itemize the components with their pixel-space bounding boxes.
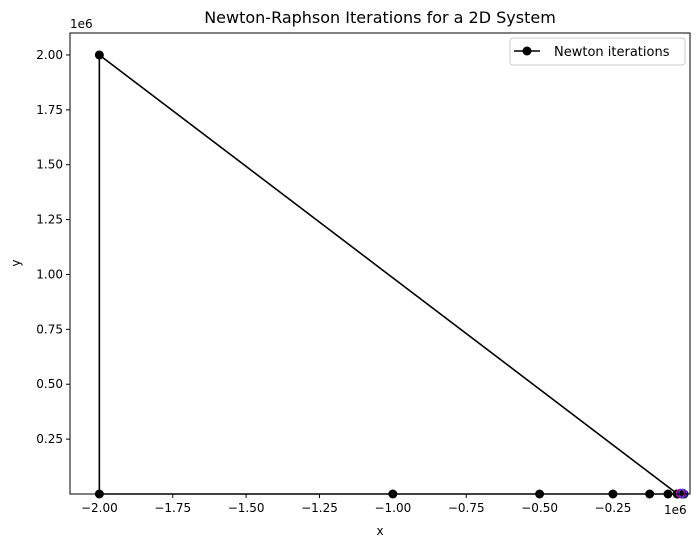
- y-tick-label: 1.50: [36, 158, 63, 172]
- y-tick-label: 1.25: [36, 213, 63, 227]
- plot-frame: [69, 32, 691, 495]
- x-offset-text: 1e6: [664, 503, 687, 517]
- x-tick-label: −2.00: [81, 501, 118, 515]
- chart-title: Newton-Raphson Iterations for a 2D Syste…: [204, 8, 556, 27]
- x-tick-label: −1.25: [301, 501, 338, 515]
- series-layer: [94, 50, 689, 499]
- x-tick-label: −1.75: [154, 501, 191, 515]
- y-tick-label: 0.25: [36, 432, 63, 446]
- legend-box: [509, 37, 686, 66]
- y-offset-text: 1e6: [70, 17, 93, 31]
- series-line: [98, 53, 685, 495]
- y-axis: 0.25 0.50 0.75 1.00 1.25 1.50 1.75 2.00: [36, 48, 70, 446]
- legend: Newton iterations: [509, 37, 686, 66]
- x-axis: −2.00 −1.75 −1.50 −1.25 −1.00 −0.75 −0.50 −0.25: [81, 494, 631, 515]
- data-point: [94, 50, 104, 60]
- x-tick-label: −0.75: [448, 501, 485, 515]
- y-tick-label: 1.75: [36, 103, 63, 117]
- y-tick-label: 2.00: [36, 48, 63, 62]
- contour-mark: [678, 488, 688, 499]
- x-axis-label: x: [376, 524, 383, 538]
- legend-entry: Newton iterations: [554, 45, 670, 60]
- x-tick-label: −0.50: [521, 501, 558, 515]
- x-tick-label: −1.00: [374, 501, 411, 515]
- y-axis-label: y: [9, 259, 23, 266]
- y-tick-label: 0.50: [36, 377, 63, 391]
- y-tick-label: 1.00: [36, 267, 63, 281]
- x-tick-label: −1.50: [228, 501, 265, 515]
- legend-marker: [522, 46, 532, 56]
- x-tick-label: −0.25: [595, 501, 632, 515]
- y-tick-label: 0.75: [36, 322, 63, 336]
